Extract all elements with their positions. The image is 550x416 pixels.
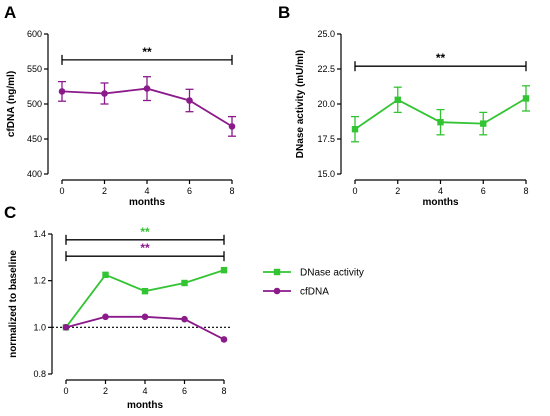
data-point xyxy=(220,266,228,274)
panel-letter-b: B xyxy=(278,3,290,22)
data-point xyxy=(143,85,151,92)
data-point xyxy=(62,324,70,331)
significance-label: ** xyxy=(436,51,446,65)
data-point xyxy=(181,279,188,287)
x-axis-title: months xyxy=(422,197,459,208)
x-tick-label: 6 xyxy=(187,186,192,196)
y-tick-label: 20.0 xyxy=(317,99,335,109)
data-point xyxy=(351,126,359,133)
legend-marker xyxy=(273,268,281,276)
data-point xyxy=(394,96,401,103)
legend-marker xyxy=(273,287,281,295)
data-point xyxy=(58,88,66,95)
x-tick-label: 0 xyxy=(63,386,68,396)
chart-b-dnase: 15.0 17.5 20.0 22.5 25.0 0 2 4 6 8 months DNase act… xyxy=(295,29,530,208)
y-axis-title: normalized to baseline xyxy=(8,250,19,358)
x-tick-label: 6 xyxy=(481,186,486,196)
x-tick-label: 4 xyxy=(438,186,443,196)
legend-label: DNase activity xyxy=(300,268,364,279)
x-tick-label: 8 xyxy=(229,186,234,196)
y-tick-label: 1.2 xyxy=(33,276,46,286)
data-point xyxy=(102,313,109,321)
y-tick-label: 22.5 xyxy=(317,64,335,74)
y-tick-label: 600 xyxy=(27,29,42,39)
y-tick-label: 1.4 xyxy=(33,229,46,239)
legend-label: cfDNA xyxy=(300,287,329,298)
y-tick-label: 15.0 xyxy=(317,169,335,179)
x-tick-label: 2 xyxy=(103,386,108,396)
x-tick-label: 0 xyxy=(59,186,64,196)
data-point xyxy=(141,287,149,295)
x-tick-label: 6 xyxy=(182,386,187,396)
data-point xyxy=(220,336,228,343)
chart-a-cfdna: 400 450 500 550 600 0 2 4 6 8 months cfDNA (ng/ml) *… xyxy=(6,29,236,208)
x-axis-title: months xyxy=(129,197,166,208)
data-point xyxy=(101,90,108,97)
data-point xyxy=(141,313,149,321)
y-axis-title: DNase activity (mU/ml) xyxy=(295,50,306,158)
significance-label: ** xyxy=(140,225,150,239)
x-axis-title: months xyxy=(127,400,164,411)
data-point xyxy=(228,123,236,130)
y-tick-label: 450 xyxy=(27,134,42,144)
y-axis-title: cfDNA (ng/ml) xyxy=(6,71,17,137)
x-tick-label: 4 xyxy=(142,386,147,396)
significance-label: ** xyxy=(142,45,152,59)
y-tick-label: 550 xyxy=(27,64,42,74)
x-tick-label: 8 xyxy=(221,386,226,396)
x-tick-label: 2 xyxy=(395,186,400,196)
panel-letter-a: A xyxy=(4,3,16,22)
data-point xyxy=(480,120,487,127)
y-tick-label: 0.8 xyxy=(33,369,46,379)
x-tick-label: 0 xyxy=(352,186,357,196)
y-tick-label: 500 xyxy=(27,99,42,109)
series-line-cfdna xyxy=(65,315,225,341)
x-tick-label: 4 xyxy=(144,186,149,196)
x-tick-label: 2 xyxy=(102,186,107,196)
data-point xyxy=(102,271,109,279)
panel-letter-c: C xyxy=(4,203,16,222)
y-tick-label: 17.5 xyxy=(317,134,335,144)
data-point xyxy=(437,119,444,126)
x-tick-label: 8 xyxy=(523,186,528,196)
data-point xyxy=(181,315,188,323)
y-tick-label: 25.0 xyxy=(317,29,335,39)
y-tick-label: 400 xyxy=(27,169,42,179)
data-point xyxy=(522,95,530,102)
chart-c-legend: DNase activity cfDNA xyxy=(263,268,364,298)
data-point xyxy=(186,97,193,104)
significance-label: ** xyxy=(140,241,150,255)
y-tick-label: 1.0 xyxy=(33,322,46,332)
chart-c-normalized: 0.8 1.0 1.2 1.4 0 2 4 6 8 months normalized to bas… xyxy=(8,225,230,411)
